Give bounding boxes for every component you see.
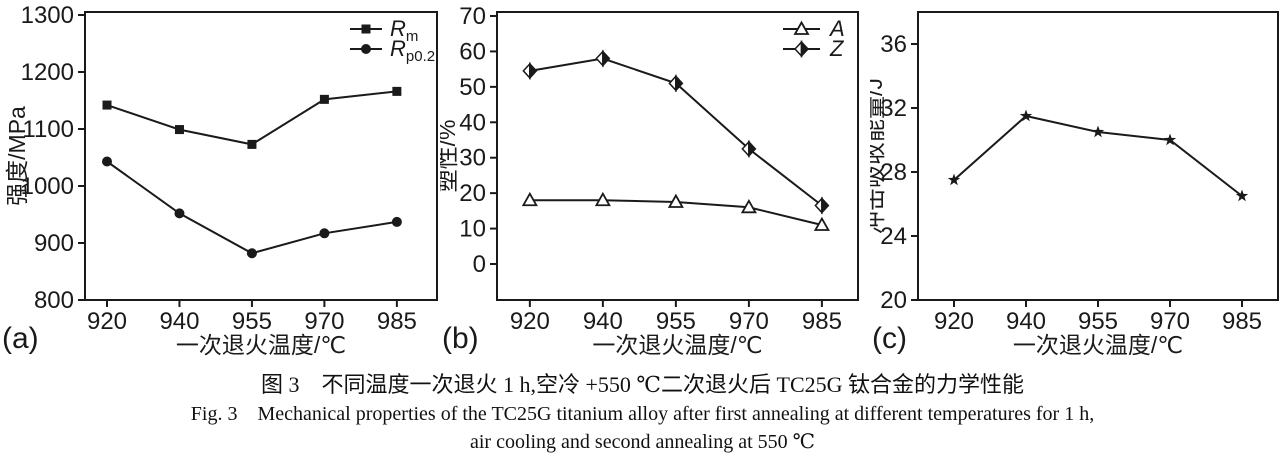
caption-english-line2: air cooling and second annealing at 550 …	[469, 431, 816, 453]
chart-b-plasticity: 0 10 20 30 40 50 60 70 920 940 955 970 985 一次退火温度/℃ 塑性…	[440, 3, 859, 358]
marker-square-icon	[361, 24, 371, 34]
y-tick-label: 24	[880, 223, 907, 250]
chart-a-strength: 800 900 1000 1100 1200 1300 920 940 955 970 985 一次退…	[2, 2, 438, 358]
x-tick-label: 970	[729, 308, 769, 335]
plot-border	[84, 11, 438, 301]
marker-diamond-right-icon	[602, 49, 611, 68]
marker-triangle-icon	[594, 191, 611, 207]
x-tick-label: 985	[1222, 308, 1262, 335]
y-tick-label: 1000	[21, 173, 74, 200]
panel-label: (a)	[2, 322, 39, 355]
marker-circle-icon	[174, 208, 185, 219]
marker-star-icon	[1163, 133, 1177, 146]
y-tick-label: 1300	[21, 2, 74, 29]
marker-triangle-icon	[813, 216, 830, 231]
y-tick-label: 32	[880, 95, 907, 122]
y-axis-title: 冲击吸收能量/J	[870, 78, 887, 234]
y-tick-label: 50	[459, 74, 486, 101]
y-tick-label: 20	[459, 180, 486, 207]
y-tick-label: 28	[880, 159, 907, 186]
marker-diamond-right-icon	[821, 196, 830, 215]
caption-chinese: 图 3 不同温度一次退火 1 h,空冷 +550 ℃二次退火后 TC25G 钛合…	[260, 372, 1025, 397]
marker-diamond-left-icon	[668, 74, 677, 93]
y-tick-label: 0	[473, 251, 486, 278]
x-tick-label: 940	[1006, 308, 1046, 335]
marker-circle-icon	[246, 248, 257, 259]
marker-triangle-icon	[667, 193, 684, 208]
plot-border	[917, 11, 1279, 301]
y-tick-label: 800	[34, 287, 74, 314]
y-tick-label: 70	[459, 3, 486, 30]
x-tick-label: 940	[583, 308, 623, 335]
x-tick-label: 970	[304, 308, 344, 335]
y-tick-label: 60	[459, 38, 486, 65]
series-line-Rm	[106, 90, 398, 146]
marker-square-icon	[174, 125, 184, 135]
marker-square-icon	[392, 86, 402, 96]
marker-square-icon	[247, 139, 257, 149]
marker-star-icon	[1091, 125, 1105, 138]
marker-square-icon	[319, 94, 329, 104]
y-tick-label: 30	[459, 145, 486, 172]
marker-triangle-icon	[793, 20, 810, 35]
marker-circle-icon	[361, 44, 371, 54]
caption-english-line1: Fig. 3 Mechanical properties of the TC25…	[190, 403, 1095, 425]
y-tick-label: 40	[459, 109, 486, 136]
marker-circle-icon	[102, 156, 112, 167]
x-tick-label: 955	[656, 308, 696, 335]
x-tick-label: 940	[159, 308, 199, 335]
series-line-Rp0.2	[106, 160, 398, 255]
y-tick-label: 36	[880, 31, 907, 58]
marker-star-icon	[947, 173, 961, 186]
marker-triangle-icon	[521, 191, 538, 207]
marker-circle-icon	[319, 228, 330, 239]
legend-label-Rm: Rm	[390, 16, 418, 45]
marker-triangle-icon	[740, 198, 757, 214]
panel-label: (c)	[872, 322, 907, 355]
x-axis-title: 一次退火温度/℃	[1013, 332, 1183, 358]
x-tick-label: 955	[232, 308, 272, 335]
figure-caption: 图 3 不同温度一次退火 1 h,空冷 +550 ℃二次退火后 TC25G 钛合…	[0, 370, 1285, 456]
marker-square-icon	[102, 100, 112, 110]
marker-star-icon	[1019, 109, 1033, 122]
y-tick-label: 20	[880, 287, 907, 314]
x-tick-label: 955	[1078, 308, 1118, 335]
x-tick-label: 920	[510, 308, 550, 335]
x-tick-label: 920	[934, 308, 974, 335]
x-tick-label: 920	[87, 308, 127, 335]
legend-label-A: A	[828, 16, 845, 41]
x-axis-title: 一次退火温度/℃	[592, 332, 762, 358]
y-tick-label: 900	[34, 230, 74, 257]
marker-diamond-right-icon	[800, 40, 810, 58]
marker-circle-icon	[391, 216, 402, 227]
y-tick-label: 10	[459, 216, 486, 243]
x-tick-label: 970	[1150, 308, 1190, 335]
panel-label: (b)	[442, 322, 479, 355]
x-axis-title: 一次退火温度/℃	[176, 332, 346, 358]
marker-star-icon	[1235, 189, 1249, 202]
chart-c-impact-energy: 20 24 28 32 36 920 940 955 970 985 一次退火温度/℃ 冲击吸收能量/…	[870, 11, 1279, 358]
marker-diamond-left-icon	[793, 40, 803, 58]
marker-diamond-right-icon	[529, 62, 538, 80]
marker-diamond-left-icon	[595, 49, 604, 68]
y-axis-title: 塑性/%	[440, 120, 460, 193]
marker-diamond-right-icon	[748, 139, 757, 158]
charts-row: 800 900 1000 1100 1200 1300 920 940 955 970 985 一次退…	[2, 2, 1279, 358]
y-axis-title: 强度/MPa	[4, 106, 30, 206]
marker-diamond-right-icon	[675, 74, 684, 93]
y-tick-label: 1200	[21, 59, 74, 86]
x-tick-label: 985	[377, 308, 417, 335]
legend-label-Z: Z	[829, 36, 845, 61]
marker-diamond-left-icon	[522, 62, 531, 80]
plot-border	[496, 11, 859, 301]
x-tick-label: 985	[802, 308, 842, 335]
y-tick-label: 1100	[22, 116, 74, 143]
